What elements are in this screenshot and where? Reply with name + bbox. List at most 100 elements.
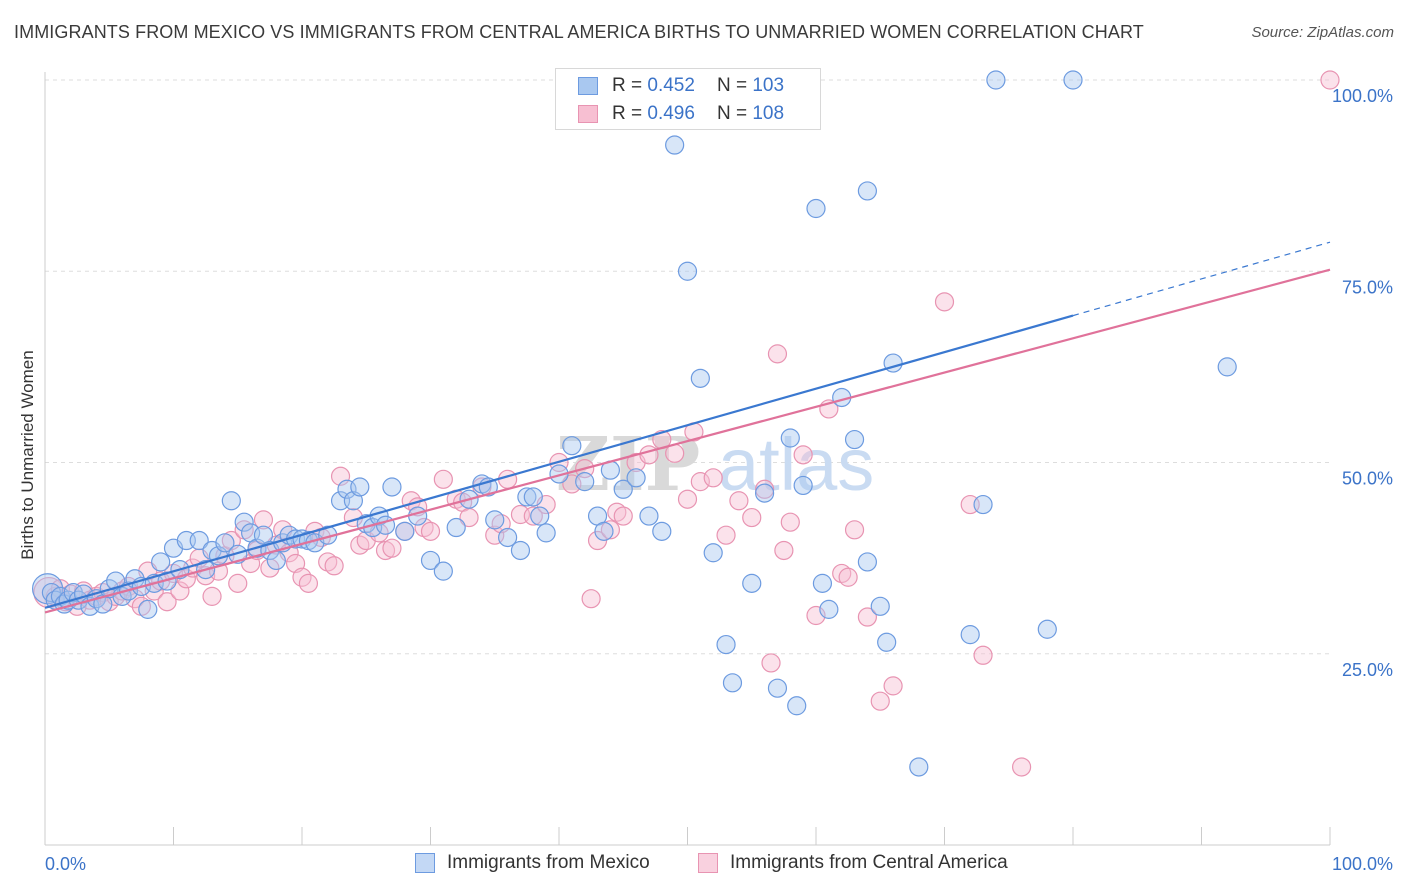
mexico-point <box>960 625 980 645</box>
mexico-point <box>909 757 929 777</box>
mexico-point <box>754 483 775 503</box>
central-america-point <box>324 556 344 576</box>
legend-item-central[interactable]: Immigrants from Central America <box>698 852 1008 874</box>
mexico-swatch <box>578 77 598 95</box>
mexico-point <box>189 530 209 551</box>
mexico-point <box>844 429 865 450</box>
mexico-point <box>350 477 370 497</box>
mexico-point <box>382 477 402 497</box>
n-label: N = <box>716 103 748 124</box>
central-america-point <box>870 691 890 711</box>
central-america-point <box>742 507 762 528</box>
central-america-point <box>838 567 858 587</box>
central-america-point <box>298 573 319 593</box>
y-tick-label: 25.0% <box>1342 660 1393 680</box>
mexico-point <box>420 550 441 571</box>
central-america-point <box>253 510 274 530</box>
mexico-point <box>986 70 1006 90</box>
mexico-point <box>221 491 241 511</box>
central-america-point <box>144 581 164 601</box>
mexico-point <box>510 540 531 561</box>
trend-lines <box>44 241 1331 614</box>
r-label: R = <box>612 75 643 96</box>
mexico-point <box>530 506 550 526</box>
watermark-zip: ZIP <box>556 422 700 508</box>
central-america-point <box>934 292 955 312</box>
mexico-point <box>767 678 788 698</box>
mexico-point <box>536 523 556 543</box>
mexico-point <box>973 494 993 515</box>
mexico-point <box>498 527 518 548</box>
mexico-point <box>819 599 839 619</box>
mexico-point <box>523 487 543 507</box>
mexico-point <box>215 533 235 553</box>
central-america-point <box>1011 757 1032 777</box>
y-tick-label: 50.0% <box>1342 469 1393 489</box>
central-america-point <box>677 489 698 509</box>
central-america-point <box>780 512 800 532</box>
mexico-point <box>138 599 158 619</box>
watermark: ZIP atlas <box>556 422 874 508</box>
mexico-point <box>652 521 672 541</box>
mexico-point <box>812 573 833 593</box>
mexico-point <box>716 634 736 655</box>
mexico-point <box>234 512 254 532</box>
central-america-point <box>228 573 248 593</box>
mexico-trend-line <box>44 314 1074 609</box>
legend-series: Immigrants from Mexico Immigrants from C… <box>0 850 1406 880</box>
mexico-point <box>626 468 646 488</box>
n-value: 108 <box>752 103 785 124</box>
mexico-point <box>1037 619 1057 639</box>
mexico-point <box>877 632 897 652</box>
r-value: 0.496 <box>647 103 695 124</box>
legend-stats: R = 0.452 N = 103 R = 0.496 N = 108 <box>555 68 821 130</box>
mexico-point <box>446 517 466 538</box>
central-legend-swatch <box>698 853 718 873</box>
mexico-point <box>594 521 614 541</box>
y-axis-label: Births to Unmarried Women <box>18 350 37 560</box>
mexico-point <box>575 472 595 492</box>
tick-labels: 25.0% 50.0% 75.0% 100.0% 0.0% 100.0% <box>45 86 1393 874</box>
mexico-point <box>151 552 171 572</box>
mexico-trend-extension <box>1072 241 1331 317</box>
mexico-point <box>793 475 813 496</box>
mexico-point <box>562 436 582 456</box>
n-label: N = <box>716 75 748 96</box>
mexico-point <box>639 506 659 526</box>
y-tick-label: 75.0% <box>1342 277 1393 297</box>
central-america-point <box>703 468 723 488</box>
mexico-point <box>266 550 286 571</box>
central-america-point <box>793 445 813 465</box>
mexico-point <box>742 573 762 593</box>
y-tick-label: 100.0% <box>1332 86 1393 106</box>
mexico-point <box>703 543 723 563</box>
r-label: R = <box>612 103 643 124</box>
central-america-point <box>690 472 710 492</box>
mexico-point <box>408 506 428 526</box>
central-america-point <box>973 645 993 665</box>
central-america-point <box>883 676 903 696</box>
central-america-point <box>523 506 543 526</box>
central-america-point <box>498 469 518 489</box>
mexico-point <box>613 479 633 499</box>
central-america-point <box>581 589 601 609</box>
legend-item-mexico[interactable]: Immigrants from Mexico <box>415 852 650 874</box>
central-america-point <box>433 469 453 489</box>
central-swatch <box>578 105 598 123</box>
mexico-point <box>870 596 890 616</box>
mexico-point <box>780 428 800 448</box>
central-america-point <box>774 540 794 561</box>
mexico-point <box>433 561 453 581</box>
mexico-point <box>1217 357 1237 377</box>
axes <box>44 72 1331 846</box>
mexico-point <box>112 586 132 606</box>
central-america-point <box>202 586 222 606</box>
mexico-point <box>722 673 743 693</box>
central-america-trend-line <box>44 268 1331 614</box>
source-label: Source: ZipAtlas.com <box>1251 24 1394 41</box>
n-value: 103 <box>752 75 785 96</box>
central-america-point <box>613 506 633 526</box>
x-tick-label-min: 0.0% <box>45 854 86 874</box>
mexico-point <box>665 135 685 155</box>
